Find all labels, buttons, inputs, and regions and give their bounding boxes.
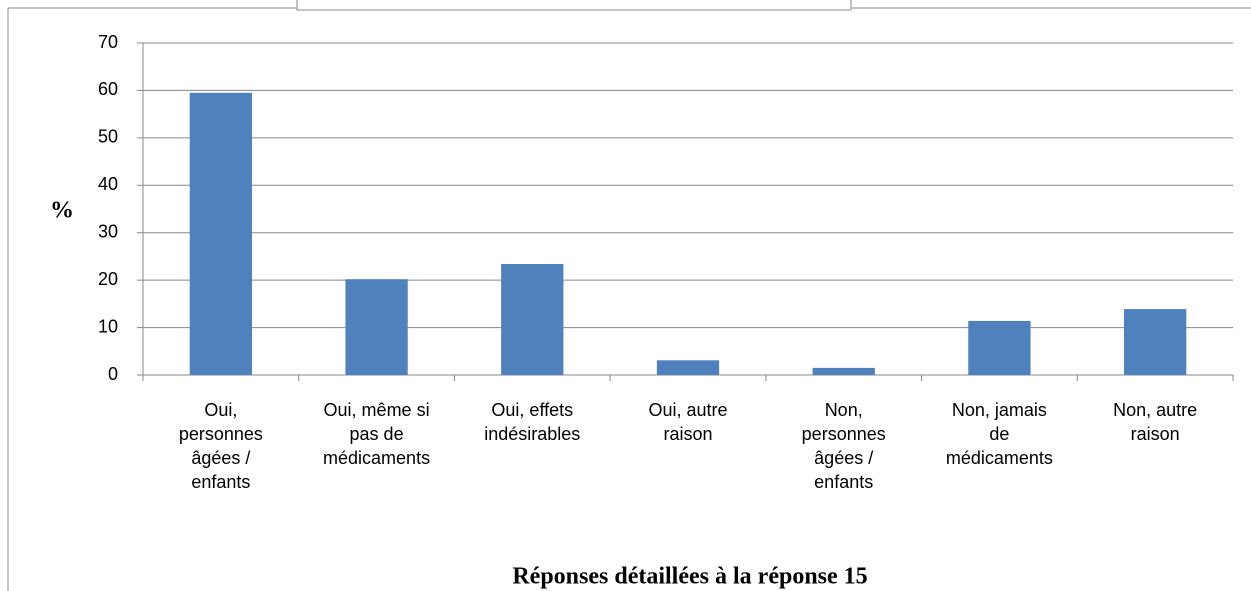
y-axis-label: %	[50, 198, 74, 224]
y-tick-label: 60	[98, 79, 118, 99]
bar	[189, 92, 252, 376]
bar	[968, 320, 1031, 375]
y-tick-label: 50	[98, 127, 118, 147]
x-axis-title: Réponses détaillées à la réponse 15	[512, 564, 867, 590]
y-tick-label: 20	[98, 269, 118, 289]
y-tick-label: 30	[98, 221, 118, 241]
x-tick-label: Non, autre raison	[1113, 400, 1198, 444]
bar	[345, 279, 408, 375]
legend-box	[296, 0, 852, 11]
x-tick-label: Oui, personnes âgées / enfants	[178, 400, 263, 492]
bar	[501, 264, 564, 375]
x-tick-label: Oui, autre raison	[648, 400, 728, 444]
y-tick-label: 0	[108, 364, 118, 384]
y-tick-label: 10	[98, 316, 118, 336]
x-tick-label: Oui, effets indésirables	[484, 400, 581, 444]
bar	[812, 367, 875, 375]
x-tick-label: Oui, même si pas de médicaments	[323, 400, 431, 468]
y-tick-label: 40	[98, 174, 118, 194]
bar	[1124, 309, 1187, 375]
y-tick-label: 70	[98, 32, 118, 52]
x-tick-label: Non, personnes âgées / enfants	[801, 400, 886, 492]
bar	[656, 360, 720, 375]
x-tick-label: Non, jamais de médicaments	[945, 400, 1053, 468]
